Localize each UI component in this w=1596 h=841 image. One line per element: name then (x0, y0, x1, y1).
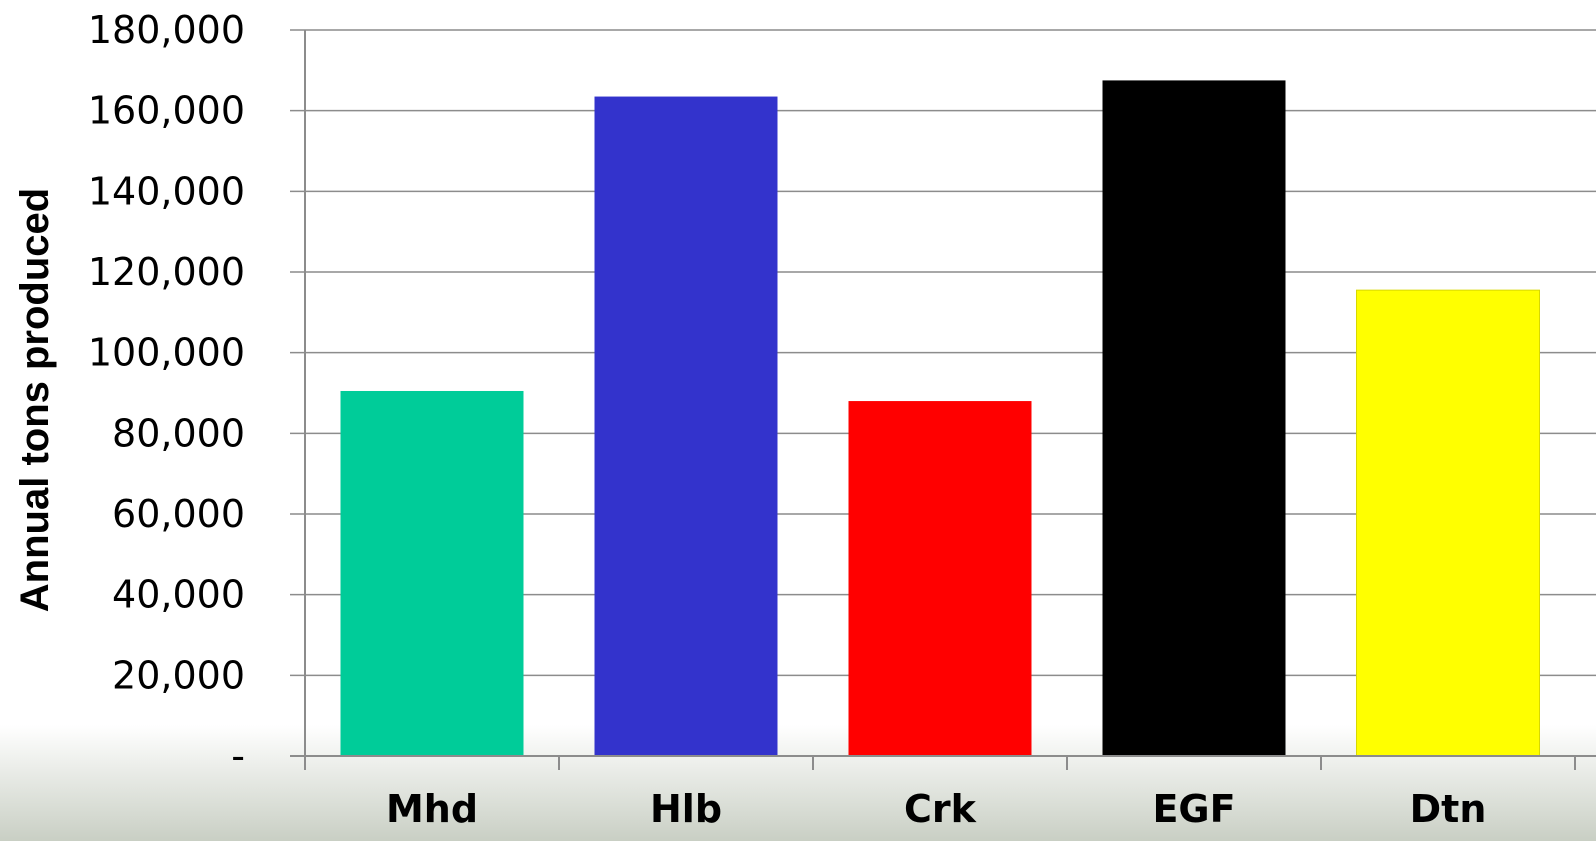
x-category-labels: Mhd Hlb Crk EGF Dtn (386, 787, 1486, 831)
x-category-label: Hlb (650, 787, 722, 831)
x-category-label: Mhd (386, 787, 478, 831)
y-tick-label: 160,000 (88, 89, 245, 133)
x-category-label: EGF (1152, 787, 1235, 831)
y-tick-label: - (231, 734, 245, 778)
y-tick-label: 100,000 (88, 331, 245, 375)
background-foliage-band (0, 725, 1596, 841)
bar-dtn (1356, 289, 1540, 757)
y-tick-label: 180,000 (88, 8, 245, 52)
x-category-label: Crk (904, 787, 977, 831)
y-tick-label: 40,000 (112, 573, 245, 617)
bars (340, 80, 1540, 757)
bar-mhd (340, 390, 524, 756)
y-tick-label: 120,000 (88, 250, 245, 294)
axes (290, 30, 1596, 770)
bar-egf (1102, 80, 1286, 756)
y-tick-label: 60,000 (112, 492, 245, 536)
y-tick-labels: - 20,000 40,000 60,000 80,000 100,000 120,000 1… (88, 8, 245, 778)
y-tick-label: 80,000 (112, 411, 245, 455)
y-tick-label: 140,000 (88, 169, 245, 213)
x-category-label: Dtn (1410, 787, 1487, 831)
y-axis-label: Annual tons produced (13, 188, 57, 612)
y-tick-label: 20,000 (112, 653, 245, 697)
bar-crk (848, 401, 1032, 756)
bar-hlb (594, 96, 778, 757)
